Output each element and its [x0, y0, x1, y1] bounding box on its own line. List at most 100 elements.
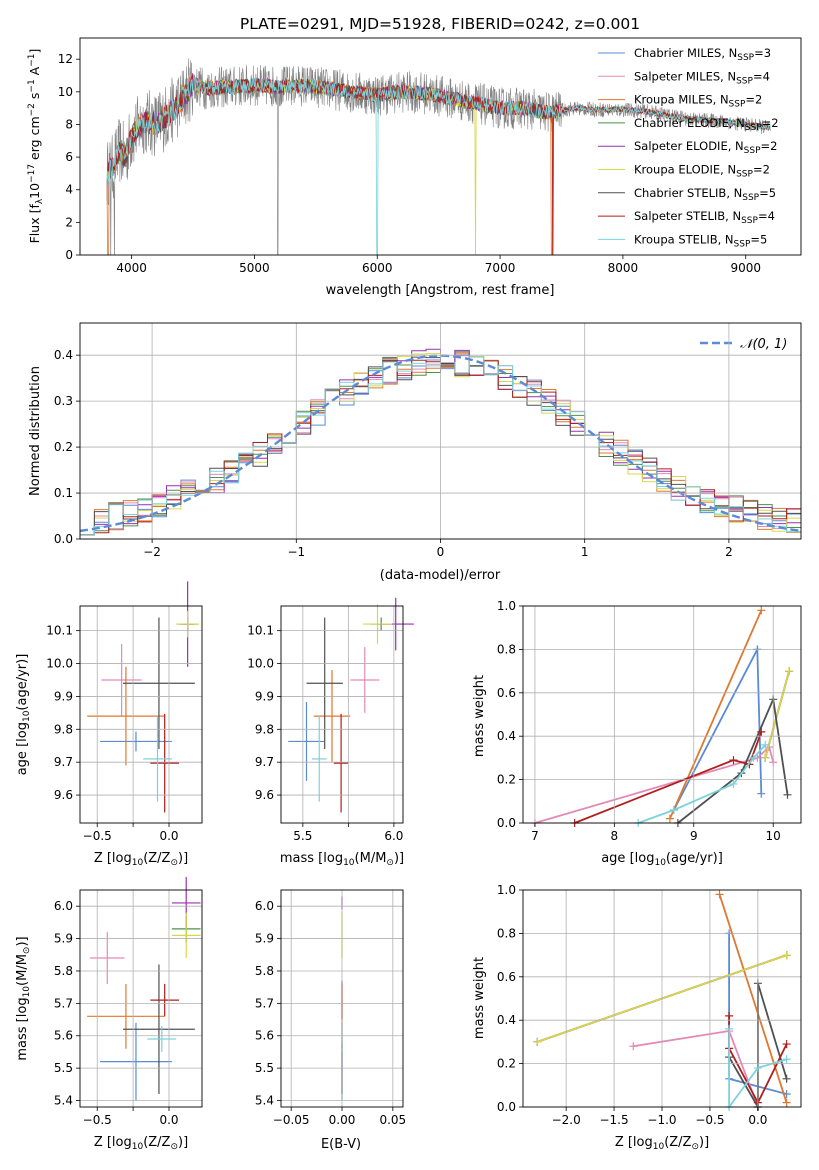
weight-marker — [782, 1040, 791, 1049]
weight-marker — [782, 1074, 791, 1083]
ebv-mass-ytick-label: 5.5 — [255, 1061, 274, 1075]
spectrum-xtick-label: 5000 — [239, 261, 270, 275]
age-weight-xlabel-part: (age/yr)] — [666, 851, 723, 866]
histogram-xtick-label: −1 — [287, 545, 305, 559]
weight-marker — [782, 1055, 791, 1064]
spectrum-ylabel-part: erg cm — [27, 116, 42, 164]
age-weight-ticks: 7 8 9 10 0.0 0.2 0.4 0.6 0.8 1.0 — [497, 599, 801, 843]
z-mass-xlabel-part: )] — [178, 1135, 188, 1150]
weight-series-line — [534, 745, 775, 824]
age-weight-xlabel: age [log10(age/yr)] — [601, 851, 723, 868]
z-mass-xlabel-part: (Z/Z — [143, 1135, 170, 1150]
z-weight-ylabel: mass weight — [472, 957, 487, 1039]
histogram-ytick-label: 0.1 — [54, 486, 73, 500]
legend-entry: Chabrier STELIB, NSSP=5 — [634, 186, 776, 203]
spectrum-ytick-label: 2 — [65, 215, 73, 229]
z-mass-ytick-label: 5.6 — [54, 1029, 73, 1043]
z-mass-ytick-label: 5.4 — [54, 1094, 73, 1108]
mass-age-xlabel-part: )] — [394, 851, 404, 866]
histogram-ytick-label: 0.4 — [54, 348, 73, 362]
spectrum-ytick-label: 0 — [65, 248, 73, 262]
mass-age-xtick-label: 6.0 — [384, 829, 403, 843]
legend-entry-part: =2 — [761, 139, 778, 153]
spectrum-ticks: 4000 5000 6000 7000 8000 9000 0 2 4 6 8 10 12 — [58, 52, 761, 275]
histogram-ytick-label: 0.0 — [54, 532, 73, 546]
z-mass-ylabel-part: )] — [15, 936, 30, 946]
histogram-ticks: −2 −1 0 1 2 0.0 0.1 0.2 0.3 0.4 — [54, 323, 801, 559]
z-age-ytick-label: 9.9 — [54, 689, 73, 703]
z-mass-ylabel-part: ⊙ — [22, 947, 32, 955]
z-mass-ytick-label: 5.5 — [54, 1061, 73, 1075]
legend-entry-part: SSP — [745, 123, 762, 133]
ebv-mass-ytick-label: 6.0 — [255, 899, 274, 913]
legend-entry-part: SSP — [742, 193, 759, 203]
mass-age-xtick-label: 5.5 — [293, 829, 312, 843]
spectrum-ytick-label: 6 — [65, 150, 73, 164]
histogram-ylabel: Normed distribution — [28, 366, 43, 496]
histogram-xtick-label: −2 — [143, 545, 161, 559]
z-weight-xlabel-part: ⊙ — [691, 1142, 699, 1152]
z-age-frame — [79, 605, 203, 824]
z-mass-ytick-label: 6.0 — [54, 899, 73, 913]
z-age-xlabel: Z [log10(Z/Z⊙)] — [94, 851, 188, 868]
spectrum-ylabel-part: −2 — [27, 103, 37, 116]
z-mass-ylabel-part: (M/M — [15, 954, 30, 986]
ebv-mass-ytick-label: 5.4 — [255, 1094, 274, 1108]
z-mass-xlabel: Z [log10(Z/Z⊙)] — [94, 1135, 188, 1152]
legend-entry-part: Kroupa STELIB, N — [634, 232, 734, 246]
z-age-ytick-label: 9.7 — [54, 755, 73, 769]
z-age-xlabel-part: ⊙ — [170, 858, 178, 868]
z-mass-ylabel-part: 10 — [22, 986, 32, 998]
spectrum-ytick-label: 8 — [65, 117, 73, 131]
z-age-ylabel-part: age [log — [15, 722, 30, 775]
spectrum-ylabel-part: ] — [27, 49, 42, 54]
legend-entry-part: =5 — [750, 232, 767, 246]
legend-entry-part: Kroupa MILES, N — [634, 93, 729, 107]
z-mass-ytick-label: 5.7 — [54, 996, 73, 1010]
z-weight-frame — [522, 889, 802, 1108]
spectrum-ylabel-part: −1 — [27, 54, 37, 67]
z-age-ticks: −0.5 0.0 9.6 9.7 9.8 9.9 10.0 10.1 — [46, 606, 202, 843]
age-weight-xtick-label: 8 — [611, 829, 619, 843]
z-age-xtick-label: 0.0 — [159, 829, 178, 843]
spectrum-ylabel-part: −17 — [27, 164, 37, 183]
z-weight-ytick-label: 0.4 — [497, 1013, 516, 1027]
legend-entry-part: Chabrier STELIB, N — [634, 186, 742, 200]
legend-entry-part: Kroupa ELODIE, N — [634, 163, 736, 177]
spectrum-ytick-label: 12 — [58, 52, 73, 66]
z-weight-xtick-label: −0.5 — [695, 1113, 724, 1127]
histogram-xlabel: (data-model)/error — [380, 568, 501, 583]
mass-age-ytick-label: 9.8 — [255, 722, 274, 736]
weight-series-line — [574, 731, 763, 824]
z-mass-xlabel-part: 10 — [132, 1142, 144, 1152]
mass-age-xlabel-part: 10 — [343, 858, 355, 868]
legend-entry: Kroupa ELODIE, NSSP=2 — [634, 163, 770, 180]
spectrum-xtick-label: 7000 — [485, 261, 516, 275]
z-mass-xtick-label: −0.5 — [83, 1113, 112, 1127]
histogram-ytick-label: 0.3 — [54, 394, 73, 408]
weight-marker — [725, 1024, 734, 1033]
age-weight-xlabel-part: 10 — [654, 858, 666, 868]
weight-marker — [725, 1011, 734, 1020]
age-weight-xtick-label: 7 — [531, 829, 539, 843]
legend-entry-part: Chabrier MILES, N — [634, 46, 737, 60]
mass-age-ytick-label: 10.1 — [247, 624, 274, 638]
z-age-ylabel-part: (age/yr)] — [15, 654, 30, 711]
z-weight-xtick-label: −2.0 — [552, 1113, 581, 1127]
ebv-mass-ytick-label: 5.8 — [255, 964, 274, 978]
z-mass-ytick-label: 5.9 — [54, 932, 73, 946]
z-age-xlabel-part: )] — [178, 851, 188, 866]
age-weight-xlabel-part: age [log — [601, 851, 654, 866]
legend-entry-part: =4 — [753, 69, 770, 83]
legend-entry-part: Salpeter MILES, N — [634, 69, 736, 83]
legend-entry-part: Salpeter ELODIE, N — [634, 139, 744, 153]
z-weight-xlabel-part: (Z/Z — [664, 1135, 691, 1150]
z-weight-ytick-label: 0.2 — [497, 1057, 516, 1071]
legend-entry: Kroupa STELIB, NSSP=5 — [634, 232, 767, 249]
z-age-xlabel-part: 10 — [132, 858, 144, 868]
legend-entry-part: SSP — [734, 239, 751, 249]
age-weight-frame — [522, 605, 802, 824]
weight-marker — [761, 740, 770, 749]
